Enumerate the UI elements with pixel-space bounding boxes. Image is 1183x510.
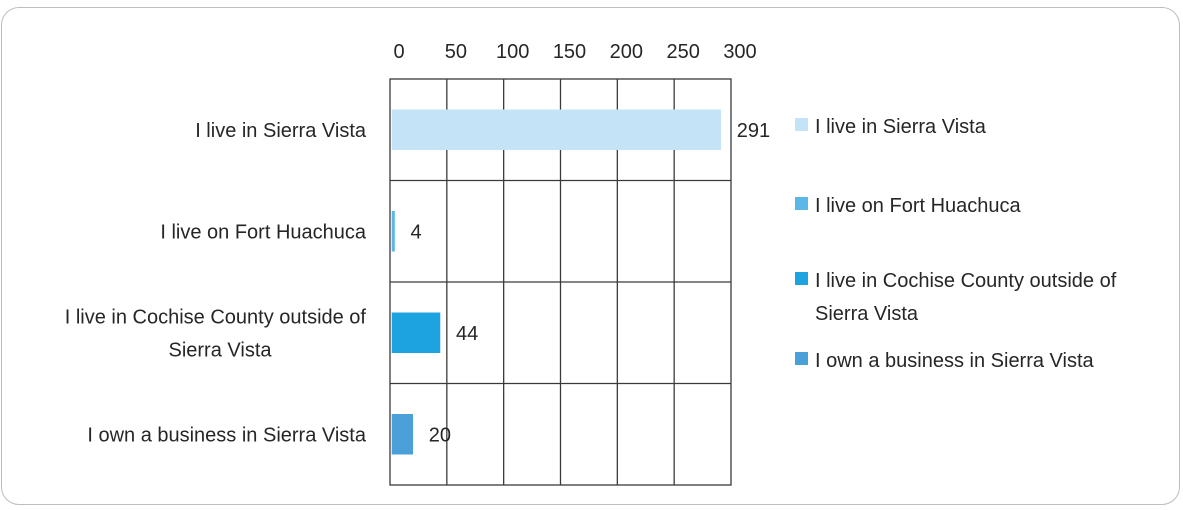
bar: [391, 109, 722, 150]
x-tick-label: 100: [496, 41, 529, 63]
x-axis-ticks: 0 50 100 150 200 250 300: [393, 41, 756, 63]
legend-swatch: [795, 197, 808, 210]
legend-label: Sierra Vista: [815, 303, 919, 325]
x-tick-label: 250: [666, 41, 699, 63]
legend-swatch: [795, 352, 808, 365]
x-tick-label: 300: [723, 41, 756, 63]
x-tick-label: 0: [393, 41, 404, 63]
legend-swatch: [795, 118, 808, 131]
y-axis-categories: I live in Sierra Vista I live on Fort Hua…: [65, 120, 367, 447]
bar: [391, 211, 395, 252]
y-category-label: I live on Fort Huachuca: [160, 221, 367, 243]
y-category-label: I live in Cochise County outside of: [65, 306, 367, 328]
y-category-label: Sierra Vista: [168, 339, 272, 361]
x-tick-label: 200: [610, 41, 643, 63]
y-category-label: I live in Sierra Vista: [195, 120, 367, 142]
data-label: 291: [737, 120, 770, 142]
y-category-label: I own a business in Sierra Vista: [87, 424, 367, 446]
bars: [391, 109, 722, 455]
legend-label: I live in Sierra Vista: [815, 116, 987, 138]
legend-swatch: [795, 272, 808, 285]
legend: I live in Sierra Vista I live on Fort Hua…: [795, 116, 1117, 372]
legend-label: I own a business in Sierra Vista: [815, 350, 1095, 372]
x-tick-label: 50: [445, 41, 467, 63]
legend-label: I live in Cochise County outside of: [815, 270, 1117, 292]
chart-frame: [1, 7, 1180, 505]
bar: [391, 312, 441, 353]
x-tick-label: 150: [553, 41, 586, 63]
data-label: 4: [411, 221, 422, 243]
data-label: 20: [429, 424, 451, 446]
bar: [391, 414, 413, 455]
legend-label: I live on Fort Huachuca: [815, 195, 1022, 217]
data-label: 44: [456, 323, 478, 345]
